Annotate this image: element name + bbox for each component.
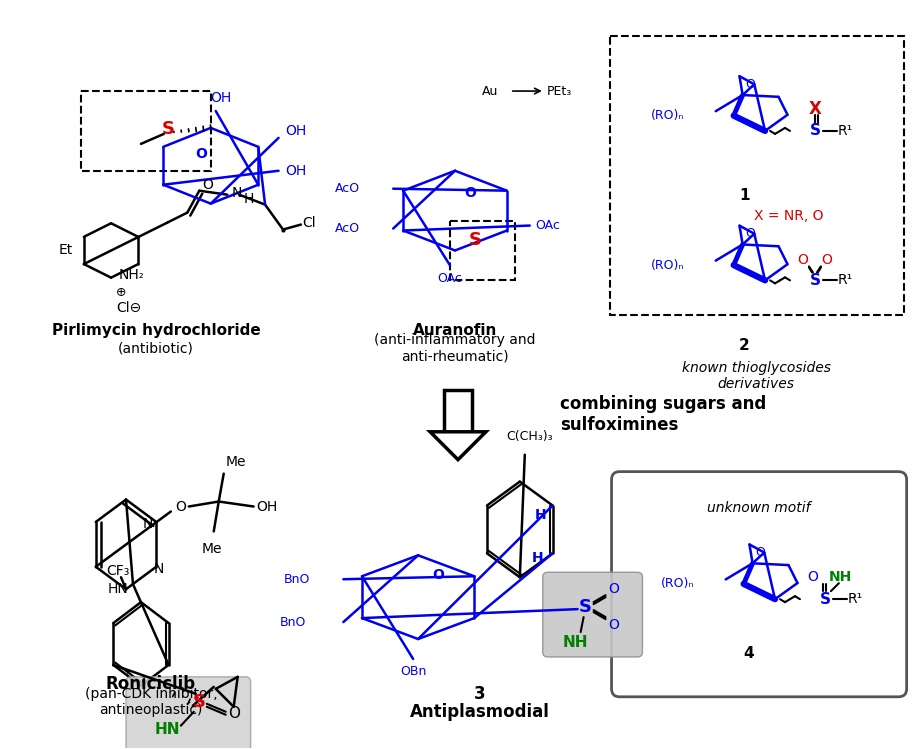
Text: HN: HN [107,582,128,596]
Text: unknown motif: unknown motif [707,500,811,515]
Text: Et: Et [59,243,72,258]
Text: O: O [227,706,239,721]
Text: NH: NH [563,634,589,649]
Text: X = NR, O: X = NR, O [755,208,823,222]
Text: OBn: OBn [400,665,426,679]
Text: 2: 2 [739,338,749,353]
Text: S: S [193,693,205,711]
Text: NH: NH [119,268,139,282]
Text: OH: OH [285,124,306,138]
Text: O: O [202,178,213,192]
Text: 3: 3 [474,685,486,703]
Text: H: H [535,509,547,523]
Text: S: S [469,231,481,249]
Text: (pan-CDK inhibitor,
antineoplastic): (pan-CDK inhibitor, antineoplastic) [84,687,217,717]
Text: Antiplasmodial: Antiplasmodial [410,703,550,721]
Text: O: O [746,227,756,240]
Text: (antibiotic): (antibiotic) [118,341,193,355]
Text: OH: OH [256,500,277,514]
Text: Cl⊖: Cl⊖ [116,301,141,315]
Text: ₂: ₂ [139,270,143,280]
Text: O: O [798,253,809,267]
Text: N: N [232,186,242,200]
Text: 4: 4 [744,646,755,661]
Text: Cl: Cl [302,216,315,229]
Text: S: S [580,598,592,616]
Text: PEt₃: PEt₃ [547,85,572,97]
FancyBboxPatch shape [612,472,907,697]
Text: OAc: OAc [535,219,559,232]
Text: Auranofin: Auranofin [413,323,497,338]
Text: ⊕: ⊕ [116,286,127,299]
Text: known thioglycosides
derivatives: known thioglycosides derivatives [681,361,831,391]
Text: O: O [432,568,444,582]
Text: combining sugars and
sulfoximines: combining sugars and sulfoximines [559,395,766,434]
Text: Pirlimycin hydrochloride: Pirlimycin hydrochloride [51,323,260,338]
Text: O: O [175,500,186,514]
Text: N: N [154,562,164,576]
Text: Au: Au [481,85,498,97]
Text: O: O [608,582,619,596]
Text: S: S [810,273,821,288]
Polygon shape [444,390,472,431]
Text: Roniciclib: Roniciclib [105,675,196,693]
Text: O: O [608,618,619,632]
Text: H: H [532,551,544,565]
Text: O: O [746,78,756,91]
Text: OAc: OAc [437,272,462,285]
FancyBboxPatch shape [543,572,643,657]
Text: BnO: BnO [280,616,306,628]
Text: AcO: AcO [336,222,360,235]
Text: R¹: R¹ [837,273,853,288]
Text: S: S [161,120,174,138]
FancyBboxPatch shape [126,677,250,749]
Text: (RO)ₙ: (RO)ₙ [651,109,684,122]
Text: Me: Me [202,542,222,557]
Text: (RO)ₙ: (RO)ₙ [651,258,684,272]
Text: O: O [194,147,206,161]
Text: N: N [143,517,153,531]
Text: X: X [809,100,822,118]
Text: O: O [756,546,765,559]
Text: O: O [808,570,818,584]
Text: (RO)ₙ: (RO)ₙ [661,577,694,590]
Text: HN: HN [154,722,180,737]
Text: (anti-inflammatory and
anti-rheumatic): (anti-inflammatory and anti-rheumatic) [374,333,536,363]
Polygon shape [430,431,486,460]
Text: AcO: AcO [336,182,360,195]
Text: S: S [820,592,831,607]
Text: Me: Me [226,455,246,469]
Text: H: H [244,192,254,206]
Text: R¹: R¹ [837,124,853,138]
Text: BnO: BnO [284,573,311,586]
Text: OH: OH [285,164,306,178]
Text: O: O [464,186,476,200]
Text: R¹: R¹ [847,592,862,606]
Text: C(CH₃)₃: C(CH₃)₃ [506,430,553,443]
Text: O: O [822,253,833,267]
Text: NH: NH [829,570,853,584]
Text: CF₃: CF₃ [106,564,129,578]
Text: 1: 1 [739,188,749,203]
Text: OH: OH [210,91,231,105]
Text: S: S [810,124,821,139]
